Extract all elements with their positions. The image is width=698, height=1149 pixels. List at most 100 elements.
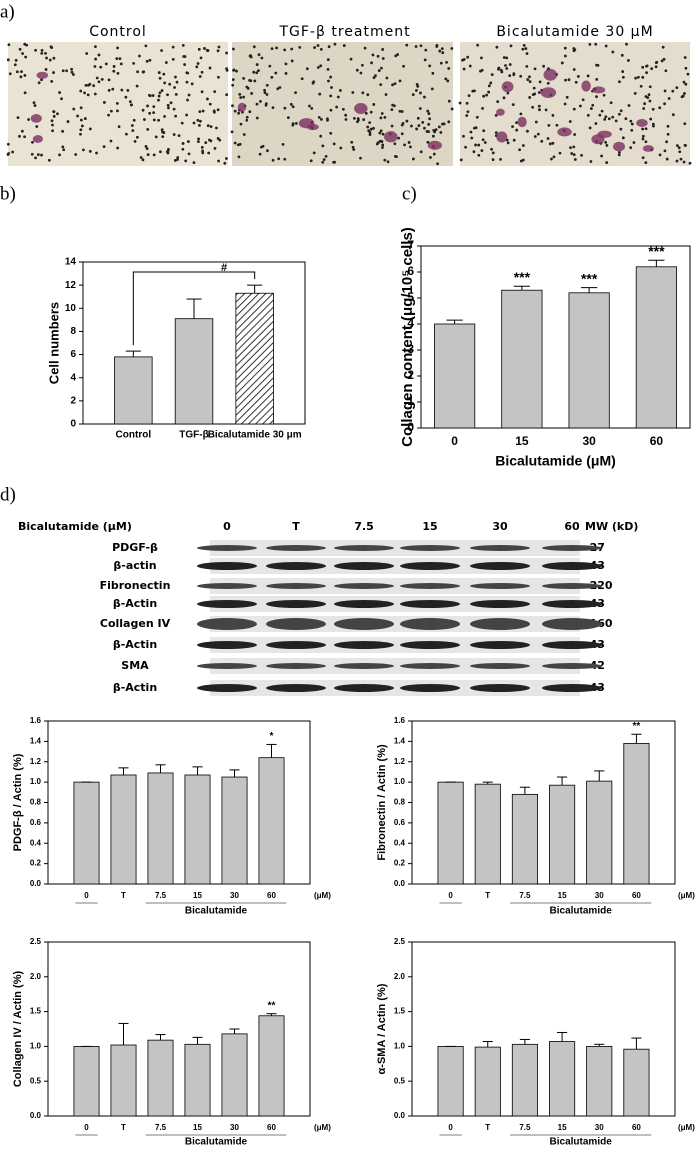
pore xyxy=(166,151,170,155)
pore xyxy=(97,53,101,57)
band xyxy=(334,562,394,570)
pore xyxy=(192,161,196,164)
pore xyxy=(136,135,139,139)
blot-row-label: β-Actin xyxy=(113,597,157,610)
pore xyxy=(391,103,395,107)
pore xyxy=(130,103,133,107)
pore xyxy=(391,83,394,87)
pore xyxy=(589,107,593,110)
x-tick-label: T xyxy=(121,1123,126,1132)
pore xyxy=(620,53,624,57)
bar xyxy=(623,743,650,885)
pore xyxy=(619,127,623,131)
pore xyxy=(569,146,572,150)
pore xyxy=(163,115,166,118)
pore xyxy=(44,68,48,71)
pore xyxy=(428,117,432,121)
y-axis-label: PDGF-β / Actin (%) xyxy=(12,753,24,851)
pore xyxy=(445,61,448,64)
y-tick-label: 0.0 xyxy=(394,1111,406,1120)
bar xyxy=(549,784,576,885)
pore xyxy=(519,112,523,116)
blot-strip xyxy=(210,637,580,653)
x-tick-label: 30 xyxy=(230,1123,239,1132)
pore xyxy=(563,46,567,50)
pore xyxy=(316,66,320,69)
pore xyxy=(136,70,139,74)
bar xyxy=(110,774,137,885)
pore xyxy=(126,89,130,92)
pore xyxy=(564,78,567,82)
pore xyxy=(93,92,97,96)
y-tick-label: 0.4 xyxy=(30,838,42,847)
bar xyxy=(434,323,476,429)
pore xyxy=(13,63,17,67)
x-tick-label: 15 xyxy=(558,891,567,900)
pore xyxy=(249,54,253,57)
x-tick-label: Control xyxy=(116,430,152,441)
pore xyxy=(51,123,54,127)
pore xyxy=(44,51,47,55)
pore xyxy=(131,129,135,133)
pore xyxy=(479,69,482,73)
pore xyxy=(326,67,330,71)
pore xyxy=(618,150,621,154)
pore xyxy=(118,57,122,61)
pore xyxy=(50,119,54,123)
pore xyxy=(372,103,376,106)
pore xyxy=(95,76,99,80)
pore xyxy=(344,118,348,121)
pore xyxy=(666,132,670,136)
pore xyxy=(34,156,37,160)
pore xyxy=(352,148,356,151)
x-unit: (μM) xyxy=(678,1123,695,1132)
pore xyxy=(200,90,204,94)
pore xyxy=(533,67,537,71)
blot-mw-header: MW (kD) xyxy=(585,520,638,533)
pore xyxy=(95,151,98,155)
pore xyxy=(360,63,364,67)
pore xyxy=(658,153,662,157)
pore xyxy=(112,65,116,68)
pore xyxy=(368,133,372,137)
pore xyxy=(50,80,54,83)
y-tick-label: 0.6 xyxy=(394,818,406,827)
pore xyxy=(416,116,420,120)
pore xyxy=(426,109,430,113)
pore xyxy=(607,117,611,121)
pore xyxy=(506,91,510,95)
pore xyxy=(184,159,188,163)
pore xyxy=(447,120,451,124)
pore xyxy=(223,161,227,165)
pore xyxy=(270,75,274,79)
pore xyxy=(133,140,137,143)
y-tick-label: 1.0 xyxy=(30,1042,42,1051)
pore xyxy=(144,44,148,48)
pore xyxy=(166,103,170,107)
y-tick-label: 0.5 xyxy=(394,1076,406,1085)
pore xyxy=(684,82,688,86)
pore xyxy=(197,47,201,51)
pore xyxy=(495,45,499,49)
pore xyxy=(586,74,590,78)
x-tick-label: 15 xyxy=(193,891,202,900)
cell xyxy=(517,116,527,128)
pore xyxy=(370,61,373,65)
pore xyxy=(591,103,595,107)
pore xyxy=(109,109,113,113)
pore xyxy=(264,102,268,106)
pore xyxy=(173,86,176,89)
pore xyxy=(317,115,321,119)
pore xyxy=(139,156,143,159)
pore xyxy=(519,159,523,163)
bar xyxy=(221,1033,248,1117)
pore xyxy=(544,108,548,112)
pore xyxy=(119,62,123,66)
pore xyxy=(459,158,463,162)
band xyxy=(470,684,530,692)
pore xyxy=(339,146,343,150)
pore xyxy=(372,76,376,80)
pore xyxy=(145,147,149,151)
y-tick-label: 14 xyxy=(65,257,77,268)
pore xyxy=(377,69,381,72)
